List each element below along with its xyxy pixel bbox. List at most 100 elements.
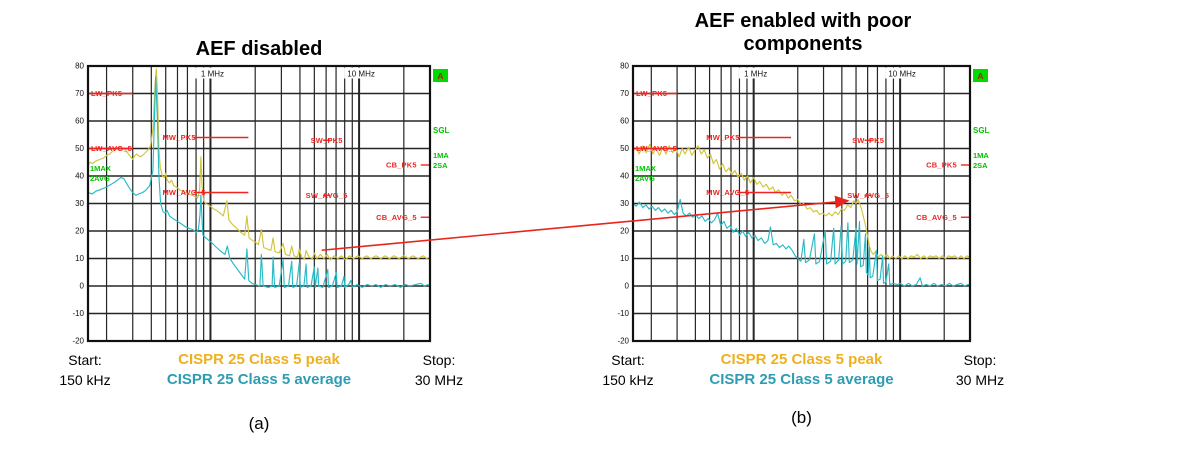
start-label: Start:: [611, 352, 645, 368]
emi-plot-a: 80 70 60 50 40 30 20 10 0 -10 -20 LW_PK5 LW_AVG_5 MW_…: [72, 62, 450, 346]
x-tick-chip: [885, 67, 920, 79]
detector-right-2-label: 2SA: [433, 161, 448, 170]
stop-value: 30 MHz: [414, 372, 464, 388]
stop-label: Stop:: [963, 352, 997, 368]
y-tick-label: 70: [620, 89, 629, 98]
limit-label: MW_PK5: [162, 133, 195, 142]
y-tick-label: 0: [80, 282, 85, 291]
start-frequency-b: Start: 150 kHz: [594, 350, 662, 390]
y-tick-label: -20: [72, 337, 84, 346]
stop-frequency-b: Stop: 30 MHz: [946, 350, 1014, 390]
y-tick-label: 80: [620, 62, 629, 71]
y-tick-label: 40: [620, 172, 629, 181]
limit-SW_PK5: SW_PK5: [311, 136, 343, 145]
y-tick-label: 20: [620, 227, 629, 236]
x-tick-chip: [344, 67, 379, 79]
plot-b-title: AEF enabled with poor components: [694, 10, 912, 55]
sweep-mode-label: SGL: [433, 126, 450, 135]
start-value: 150 kHz: [59, 372, 111, 388]
start-frequency-a: Start: 150 kHz: [52, 350, 118, 390]
detector-trace1-label: 1MAX: [635, 164, 656, 173]
trace-average: [87, 76, 431, 288]
limit-label: SW_AVG_5: [306, 191, 348, 200]
y-tick-label: -20: [617, 337, 629, 346]
limit-MW_PK5: MW_PK5: [162, 133, 249, 142]
grid: [633, 66, 970, 341]
y-tick-label: 60: [75, 117, 84, 126]
limit-label: CB_PK5: [926, 161, 957, 170]
y-tick-label: 20: [75, 227, 84, 236]
trace-status-label: A: [437, 71, 443, 81]
limit-SW_PK5: SW_PK5: [852, 136, 884, 145]
trace-status-box: [973, 69, 988, 82]
sweep-mode-label: SGL: [973, 126, 990, 135]
detector-right-2-label: 2SA: [973, 161, 988, 170]
legend-peak-label: CISPR 25 Class 5 peak: [178, 351, 340, 368]
detector-right-1-label: 1MA: [973, 151, 989, 160]
legend-average-label: CISPR 25 Class 5 average: [166, 371, 352, 388]
legend-b: CISPR 25 Class 5 peak CISPR 25 Class 5 a…: [633, 350, 970, 390]
trace-peak: [87, 68, 431, 261]
y-tick-label: 50: [75, 144, 84, 153]
panel-label-b: (b): [791, 408, 812, 427]
y-tick-label: 30: [75, 199, 84, 208]
legend-a: CISPR 25 Class 5 peak CISPR 25 Class 5 a…: [88, 350, 430, 390]
start-value: 150 kHz: [602, 372, 654, 388]
y-tick-label: 70: [75, 89, 84, 98]
limit-SW_AVG_5: SW_AVG_5: [847, 191, 889, 200]
limit-label: CB_AVG_5: [916, 213, 957, 222]
trace-status-label: A: [977, 71, 983, 81]
legend-peak-label: CISPR 25 Class 5 peak: [720, 351, 883, 368]
y-tick-label: 40: [75, 172, 84, 181]
y-tick-label: 10: [75, 254, 84, 263]
y-tick-label: 50: [620, 144, 629, 153]
limit-label: LW_AVG_5: [91, 144, 132, 153]
limit-LW_AVG_5: LW_AVG_5: [633, 144, 678, 153]
limit-label: CB_PK5: [386, 161, 417, 170]
limit-LW_AVG_5: LW_AVG_5: [88, 144, 133, 153]
y-tick-label: 10: [620, 254, 629, 263]
y-tick-label: -10: [617, 309, 629, 318]
detector-right-1-label: 1MA: [433, 151, 449, 160]
detector-trace1-label: 1MAX: [90, 164, 111, 173]
start-label: Start:: [68, 352, 102, 368]
limit-LW_PK5: LW_PK5: [633, 89, 678, 98]
limit-label: CB_AVG_5: [376, 213, 417, 222]
limit-label: MW_AVG_5: [706, 188, 749, 197]
limit-CB_AVG_5: CB_AVG_5: [916, 213, 970, 222]
x-tick-chip: [738, 67, 773, 79]
y-tick-label: 30: [620, 199, 629, 208]
x-tick-chip: [195, 67, 230, 79]
emi-plot-b: 80 70 60 50 40 30 20 10 0 -10 -20 LW_PK5 LW_AVG_5 MW_…: [617, 62, 990, 346]
y-tick-label: 80: [75, 62, 84, 71]
limit-MW_AVG_5: MW_AVG_5: [162, 188, 249, 197]
limit-label: MW_AVG_5: [162, 188, 205, 197]
x-tick-label: 1 MHz: [201, 70, 224, 79]
y-tick-label: -10: [72, 309, 84, 318]
limit-CB_PK5: CB_PK5: [926, 161, 970, 170]
limit-label: SW_AVG_5: [847, 191, 889, 200]
x-tick-label: 10 MHz: [888, 70, 916, 79]
limit-label: LW_AVG_5: [636, 144, 677, 153]
limit-CB_AVG_5: CB_AVG_5: [376, 213, 430, 222]
panel-label-a: (a): [248, 414, 270, 433]
stop-value: 30 MHz: [955, 372, 1005, 388]
trace-peak: [632, 143, 971, 260]
y-tick-label: 60: [620, 117, 629, 126]
detector-trace2-label: 2AVG: [635, 174, 655, 183]
detector-trace2-label: 2AVG: [90, 174, 110, 183]
stop-label: Stop:: [422, 352, 456, 368]
grid: [88, 66, 430, 341]
limit-CB_PK5: CB_PK5: [386, 161, 430, 170]
limit-label: MW_PK5: [706, 133, 739, 142]
legend-average-label: CISPR 25 Class 5 average: [709, 371, 894, 388]
limit-label: LW_PK5: [91, 89, 122, 98]
stop-frequency-a: Stop: 30 MHz: [405, 350, 473, 390]
limit-MW_PK5: MW_PK5: [706, 133, 792, 142]
limit-SW_AVG_5: SW_AVG_5: [306, 191, 348, 200]
limit-MW_AVG_5: MW_AVG_5: [706, 188, 792, 197]
limit-label: SW_PK5: [311, 136, 343, 145]
y-tick-label: 0: [625, 282, 630, 291]
limit-LW_PK5: LW_PK5: [88, 89, 133, 98]
